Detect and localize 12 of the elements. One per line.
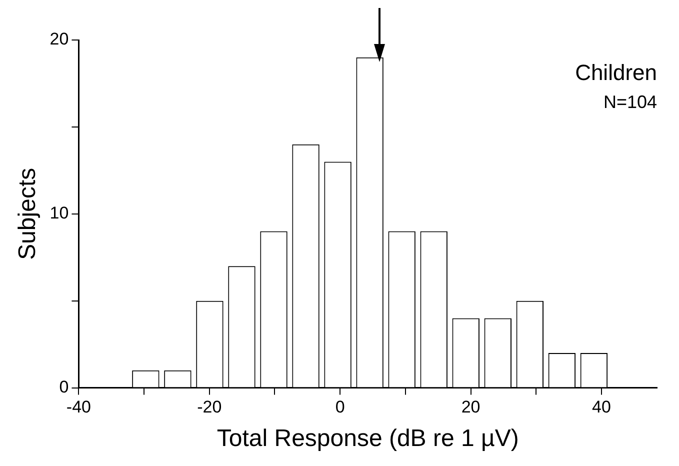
y-tick-label: 10 [50, 204, 69, 223]
x-axis-title: Total Response (dB re 1 µV) [216, 425, 519, 452]
x-tick-label: -20 [197, 398, 222, 417]
y-tick-label: 0 [59, 377, 69, 396]
y-tick-label: 20 [50, 30, 69, 49]
x-tick-label: -40 [66, 398, 91, 417]
annotation: Children [575, 60, 657, 85]
x-tick-label: 0 [335, 398, 345, 417]
x-tick-label: 40 [592, 398, 611, 417]
x-tick-label: 20 [461, 398, 480, 417]
y-axis-title: Subjects [14, 168, 42, 260]
annotation: N=104 [603, 92, 657, 112]
